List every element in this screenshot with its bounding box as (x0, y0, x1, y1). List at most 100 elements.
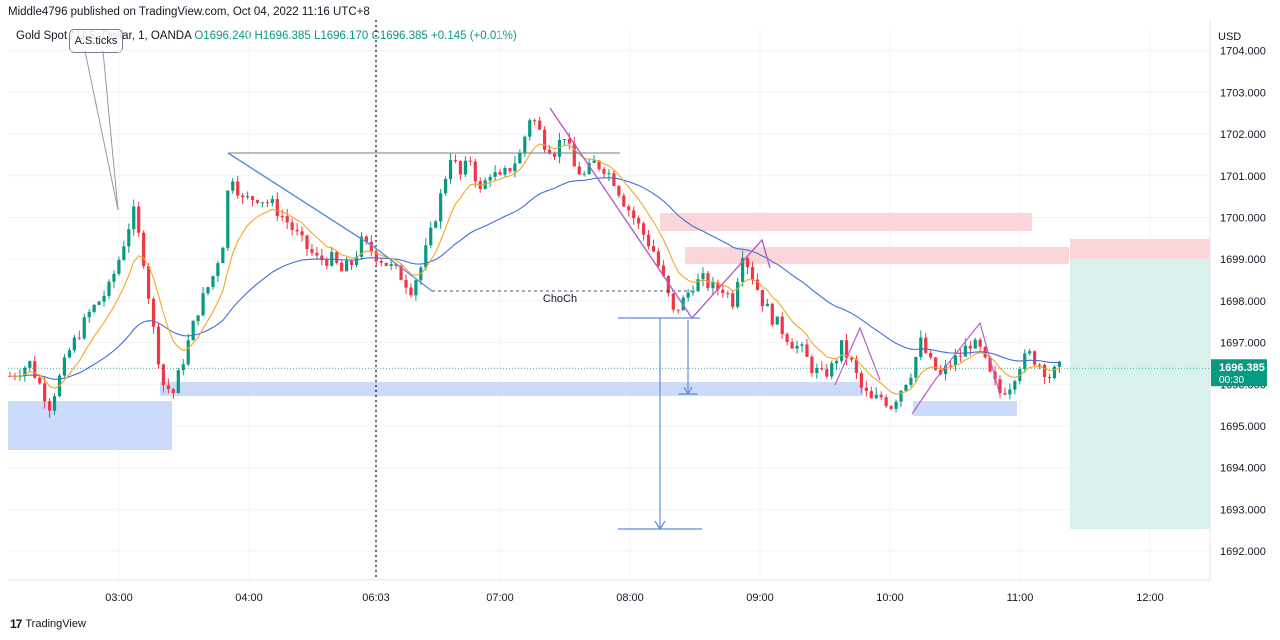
currency-label: USD (1218, 31, 1241, 43)
x-tick-7: 11:00 (1007, 592, 1034, 604)
callout-label[interactable]: A.S.ticks (69, 29, 123, 53)
candle-body (830, 363, 834, 377)
candle-body (988, 357, 992, 372)
candle-body (473, 161, 477, 182)
candle-body (810, 356, 814, 374)
candle-body (468, 160, 472, 162)
candle-body (929, 353, 933, 358)
y-tick-2: 1702.000 (1220, 129, 1266, 141)
candle-body (453, 159, 458, 162)
candle-body (137, 206, 141, 233)
candle-body (869, 391, 873, 399)
candle-body (577, 166, 581, 175)
y-tick-7: 1697.000 (1220, 338, 1266, 350)
brand-name: TradingView (25, 618, 86, 630)
candle-body (97, 301, 101, 305)
candle-body (998, 379, 1002, 394)
candle-body (741, 258, 745, 282)
candle-body (280, 216, 284, 218)
trend-line (227, 152, 433, 292)
stop-zone (1070, 239, 1210, 259)
candle-body (354, 256, 359, 265)
candle-body (364, 236, 368, 242)
candle-body (246, 196, 250, 198)
candle-body (87, 311, 91, 318)
candle-body (186, 340, 190, 365)
candle-body (854, 359, 859, 373)
candle-body (963, 345, 967, 357)
candle-body (503, 168, 507, 175)
measure2-arrowhead (683, 386, 693, 396)
candle-body (661, 265, 665, 276)
countdown-text: 00:30 (1219, 375, 1244, 386)
y-tick-9: 1695.000 (1220, 421, 1266, 433)
candle-body (627, 206, 631, 211)
candle-body (151, 298, 156, 327)
candle-body (107, 281, 111, 296)
demand-zone-right (913, 401, 1017, 416)
candle-body (389, 264, 393, 266)
candle-body (543, 129, 547, 150)
candle-body (879, 394, 883, 398)
candle-body (884, 397, 888, 407)
tradingview-logo-icon: 17 (10, 617, 22, 631)
x-tick-3: 07:00 (486, 592, 514, 604)
candle-body (899, 390, 903, 402)
candle-body (206, 287, 210, 294)
candle-body (582, 173, 586, 175)
candle-body (567, 138, 571, 144)
candle-body (805, 344, 809, 357)
choch-label: ChoCh (543, 293, 577, 305)
candle-body (691, 291, 695, 293)
candle-body (849, 357, 854, 360)
candle-body (953, 355, 958, 366)
candle-body (429, 227, 433, 246)
y-tick-5: 1699.000 (1220, 254, 1266, 266)
candle-body (43, 383, 47, 402)
candle-body (721, 289, 725, 294)
candle-body (642, 223, 646, 235)
candle-body (671, 293, 675, 310)
candle-body (840, 340, 844, 361)
candle-body (597, 160, 601, 170)
candle-body (424, 245, 428, 268)
low-value: L1696.170 (313, 30, 369, 42)
candle-body (161, 364, 166, 386)
publisher-header: Middle4796 published on TradingView.com,… (8, 6, 370, 18)
candle-body (310, 248, 314, 253)
candle-body (968, 345, 972, 349)
candle-body (117, 259, 121, 274)
candle-body (864, 387, 868, 392)
high-value: H1696.385 (254, 30, 311, 42)
supply-zone-upper (660, 213, 1032, 231)
candle-body (726, 293, 730, 295)
last-price-text: 1696.385 (1219, 362, 1265, 374)
candle-body (201, 293, 205, 316)
price-axis-bg (1210, 0, 1280, 640)
candle-body (132, 206, 136, 230)
supply-zone-lower (685, 247, 1069, 264)
candle-body (92, 304, 96, 312)
candle-body (760, 289, 764, 307)
candle-body (409, 287, 413, 296)
candle-body (745, 258, 750, 268)
candle-body (62, 357, 67, 376)
candle-body (102, 295, 106, 302)
candle-body (770, 303, 774, 325)
candle-body (176, 370, 180, 394)
last-price-tag (1211, 359, 1267, 387)
candle-body (488, 176, 492, 181)
candle-body (518, 153, 522, 164)
candle-body (463, 160, 467, 175)
candle-body (711, 282, 715, 289)
x-tick-1: 04:00 (235, 592, 263, 604)
measure-arrowhead (654, 520, 666, 531)
candle-body (617, 185, 621, 196)
candle-body (493, 172, 497, 177)
candle-body (874, 394, 878, 399)
candle-body (820, 368, 824, 370)
candle-body (1013, 381, 1017, 390)
x-tick-2: 06:03 (362, 592, 390, 604)
candle-body (592, 160, 596, 163)
